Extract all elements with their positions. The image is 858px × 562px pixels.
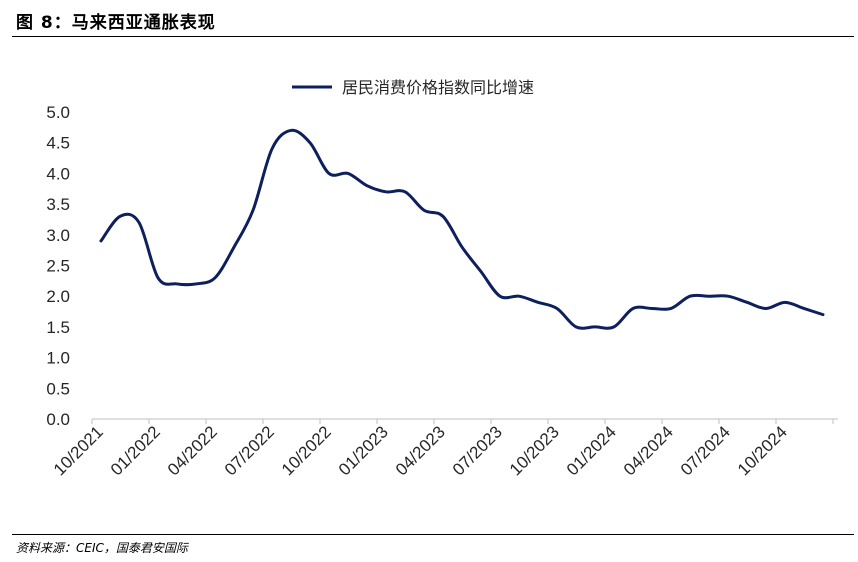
y-tick-label: 4.0 — [46, 164, 70, 183]
y-tick-label: 0.0 — [46, 410, 70, 429]
top-rule — [12, 36, 854, 37]
series-line — [99, 128, 825, 330]
source-note: 资料来源：CEIC，国泰君安国际 — [16, 541, 188, 555]
x-tick-label: 10/2022 — [278, 422, 335, 479]
series-points — [100, 129, 824, 328]
bottom-rule — [12, 534, 854, 535]
x-tick-label: 01/2024 — [563, 422, 620, 479]
y-tick-label: 1.5 — [46, 318, 70, 337]
line-chart: 居民消费价格指数同比增速 0.0 0.5 1.0 1.5 2.0 2.5 3.0 3.5 4.0… — [46, 78, 838, 479]
y-tick-label: 0.5 — [46, 379, 70, 398]
y-axis-ticks: 0.0 0.5 1.0 1.5 2.0 2.5 3.0 3.5 4.0 4.5 5.0 — [46, 103, 70, 429]
y-tick-label: 3.0 — [46, 226, 70, 245]
x-tick-label: 01/2022 — [107, 422, 164, 479]
x-axis — [91, 418, 838, 424]
x-tick-label: 04/2023 — [392, 422, 449, 479]
y-tick-label: 5.0 — [46, 103, 70, 122]
y-tick-label: 1.0 — [46, 349, 70, 368]
x-tick-label: 07/2023 — [449, 422, 506, 479]
x-tick-label: 10/2023 — [506, 422, 563, 479]
chart-legend: 居民消费价格指数同比增速 — [292, 78, 534, 97]
y-tick-label: 2.5 — [46, 257, 70, 276]
x-axis-ticks: 10/2021 01/2022 04/2022 07/2022 10/2022 01/20… — [50, 422, 791, 479]
y-tick-label: 4.5 — [46, 134, 70, 153]
x-tick-label: 04/2024 — [620, 422, 677, 479]
x-tick-label: 01/2023 — [335, 422, 392, 479]
y-tick-label: 2.0 — [46, 287, 70, 306]
legend-label: 居民消费价格指数同比增速 — [342, 78, 534, 97]
y-tick-label: 3.5 — [46, 195, 70, 214]
x-tick-label: 07/2022 — [221, 422, 278, 479]
x-tick-label: 07/2024 — [677, 422, 734, 479]
x-tick-label: 04/2022 — [164, 422, 221, 479]
x-tick-label: 10/2021 — [50, 422, 107, 479]
figure-title: 图 8：马来西亚通胀表现 — [16, 13, 216, 33]
x-tick-label: 10/2024 — [734, 422, 791, 479]
